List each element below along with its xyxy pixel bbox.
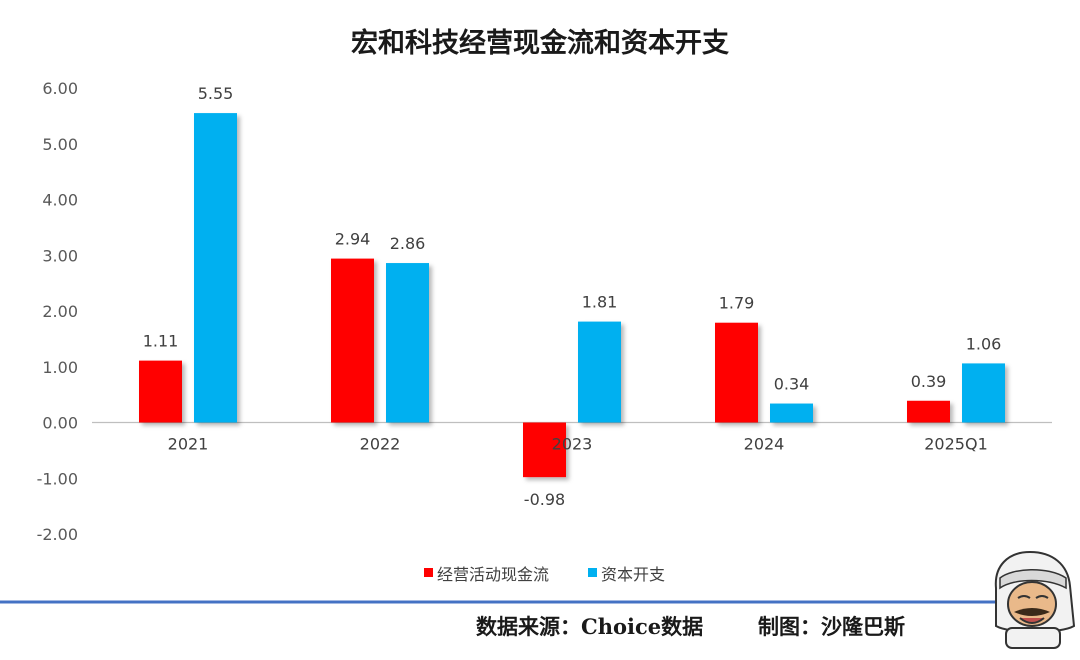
bar-capex [770, 403, 813, 423]
x-tick-label: 2022 [360, 435, 401, 454]
data-label-capex: 2.86 [390, 234, 426, 253]
bar-operating-cash-flow [715, 322, 758, 423]
y-tick-label: 2.00 [42, 302, 78, 321]
footer-source: 数据来源：Choice数据 [476, 614, 703, 639]
y-axis: 6.00 5.00 4.00 3.00 2.00 1.00 0.00 -1.00 -2.00 [37, 79, 78, 544]
bars-group: 1.11 5.55 2.94 2.86 -0.98 1.81 1.79 0.34 0.39 1.0… [139, 84, 1005, 509]
y-tick-label: 5.00 [42, 135, 78, 154]
bar-capex [578, 321, 621, 423]
data-label-operating-cash-flow: 2.94 [335, 230, 371, 249]
bar-operating-cash-flow [139, 360, 182, 423]
chart-title: 宏和科技经营现金流和资本开支 [351, 27, 729, 59]
bar-capex [386, 263, 429, 423]
y-tick-label: 6.00 [42, 79, 78, 98]
x-tick-label: 2025Q1 [924, 435, 988, 454]
footer-author: 制图：沙隆巴斯 [758, 614, 905, 639]
bar-capex [194, 113, 237, 423]
x-tick-label: 2023 [552, 435, 593, 454]
data-label-operating-cash-flow: 1.11 [143, 332, 179, 351]
y-tick-label: 1.00 [42, 358, 78, 377]
bar-capex [962, 363, 1005, 423]
data-label-operating-cash-flow: 1.79 [719, 294, 755, 313]
data-label-capex: 0.34 [774, 375, 810, 394]
data-label-capex: 1.06 [966, 334, 1002, 353]
y-tick-label: -2.00 [37, 525, 78, 544]
x-axis: 2021 2022 2023 2024 2025Q1 [168, 435, 988, 454]
cartoon-mascot-icon [994, 550, 1076, 649]
y-tick-label: 4.00 [42, 191, 78, 210]
x-tick-label: 2021 [168, 435, 209, 454]
legend: 经营活动现金流 资本开支 [424, 565, 665, 584]
legend-swatch-capex [588, 568, 597, 577]
data-label-operating-cash-flow: -0.98 [524, 490, 565, 509]
bar-operating-cash-flow [907, 400, 950, 423]
bar-operating-cash-flow [331, 258, 374, 423]
y-tick-label: 3.00 [42, 246, 78, 265]
bar-operating-cash-flow [523, 422, 566, 478]
data-label-capex: 1.81 [582, 293, 618, 312]
legend-swatch-operating-cash-flow [424, 568, 433, 577]
x-tick-label: 2024 [744, 435, 785, 454]
y-tick-label: 0.00 [42, 414, 78, 433]
legend-label-capex: 资本开支 [601, 565, 665, 584]
legend-label-operating-cash-flow: 经营活动现金流 [437, 565, 549, 584]
data-label-capex: 5.55 [198, 84, 234, 103]
data-label-operating-cash-flow: 0.39 [911, 372, 947, 391]
y-tick-label: -1.00 [37, 469, 78, 488]
